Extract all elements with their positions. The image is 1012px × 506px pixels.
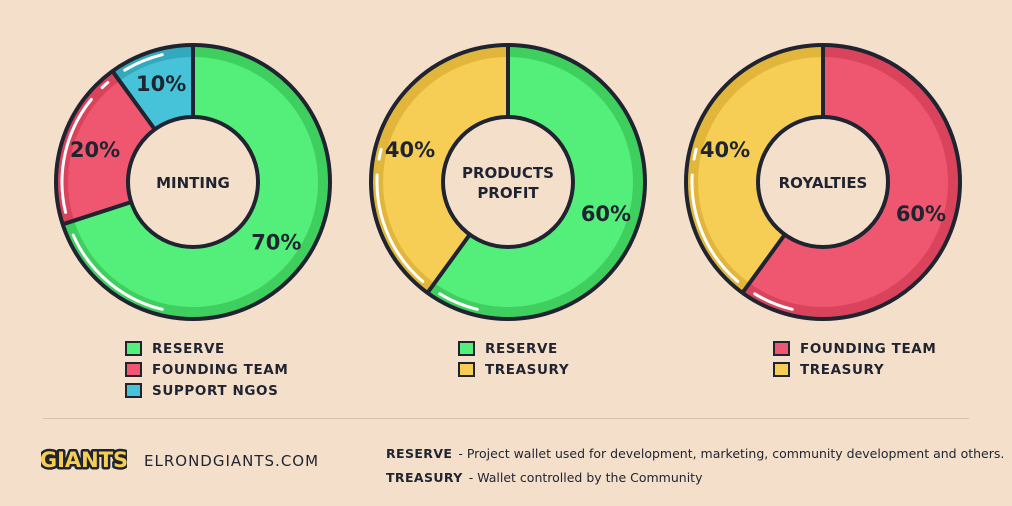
slice-highlight-reserve [438,292,479,311]
legend-label: FOUNDING TEAM [800,340,937,357]
definition-text: - Project wallet used for development, m… [458,445,1005,461]
slice-value-label-reserve: 60% [581,202,631,226]
footer-divider [43,418,969,419]
slice-value-label-treasury: 40% [385,138,435,162]
slice-highlight-treasury [375,53,479,283]
slice-value-label-founding-team: 60% [896,202,946,226]
legend-item-treasury: TREASURY [458,359,569,380]
donut-outer-outline [369,43,647,321]
definition-text: - Wallet controlled by the Community [468,469,703,485]
legend-swatch [773,341,790,356]
slice-value-label-treasury: 40% [700,138,750,162]
legend-item-support-ngos: SUPPORT NGOS [125,380,288,401]
donut-chart-minting: 70% 20% 10% MINTING [54,43,332,321]
legend-label: TREASURY [800,361,885,378]
definition-term: RESERVE [386,445,453,461]
legend-swatch [125,362,142,377]
slice-divider [740,233,787,295]
slice-value-label-support-ngos: 10% [136,72,186,96]
legend-minting: RESERVE FOUNDING TEAM SUPPORT NGOS [125,338,288,401]
slice-highlight-treasury [690,53,794,283]
slice-divider [110,69,157,131]
giants-logo: GIANTS [37,444,130,478]
slice-founding-team [742,45,960,320]
legend-swatch [458,341,475,356]
donut-hole [441,115,575,249]
legend-label: FOUNDING TEAM [152,361,289,378]
slice-value-label-founding-team: 20% [70,138,120,162]
giants-logo-text: GIANTS [41,448,127,472]
donut-outer-outline [54,43,332,321]
slice-shade-support-ngos [112,45,193,81]
legend-label: SUPPORT NGOS [152,382,279,399]
donut-chart-royalties: 60% 40% ROYALTIES [684,43,962,321]
chart-title: MINTING [156,174,230,192]
legend-swatch [125,383,142,398]
slice-highlight-founding-team [60,81,110,214]
legend-label: RESERVE [485,340,558,357]
donut-outer-outline [684,43,962,321]
legend-item-founding-team: FOUNDING TEAM [773,338,936,359]
legend-item-treasury: TREASURY [773,359,936,380]
slice-shade-treasury [371,45,508,293]
legend-label: RESERVE [152,340,225,357]
legend-swatch [773,362,790,377]
slice-highlight-support-ngos [123,53,164,72]
definition-treasury: TREASURY - Wallet controlled by the Comm… [386,465,1004,489]
legend-item-reserve: RESERVE [125,338,288,359]
products-profit-chart-block: 60% 40% PRODUCTS PROFIT RESERVE TREASURY [343,0,673,400]
slice-divider [425,233,472,295]
slice-divider [62,200,132,227]
definition-reserve: RESERVE - Project wallet used for develo… [386,441,1004,465]
definition-term: TREASURY [386,469,463,485]
definitions: RESERVE - Project wallet used for develo… [386,441,1004,489]
slice-value-label-reserve: 70% [251,231,301,255]
legend-royalties: FOUNDING TEAM TREASURY [773,338,936,380]
legend-products-profit: RESERVE TREASURY [458,338,569,380]
chart-title: PROFIT [477,184,539,202]
slice-reserve [427,45,645,320]
donut-hole [756,115,890,249]
legend-swatch [458,362,475,377]
slice-highlight-reserve [70,230,164,311]
royalties-chart-block: 60% 40% ROYALTIES FOUNDING TEAM TREASURY [658,0,988,400]
legend-swatch [125,341,142,356]
chart-title: ROYALTIES [779,174,868,192]
slice-highlight-founding-team [753,292,794,311]
legend-item-reserve: RESERVE [458,338,569,359]
legend-label: TREASURY [485,361,570,378]
donut-hole [126,115,260,249]
slice-shade-treasury [686,45,823,293]
minting-chart-block: 70% 20% 10% MINTING RESERVE FOUNDING TEAM SUPP… [28,0,358,400]
legend-item-founding-team: FOUNDING TEAM [125,359,288,380]
donut-chart-products-profit: 60% 40% PRODUCTS PROFIT [369,43,647,321]
website-link[interactable]: ELRONDGIANTS.COM [144,452,320,470]
chart-title: PRODUCTS [462,164,554,182]
slice-reserve [62,45,330,319]
